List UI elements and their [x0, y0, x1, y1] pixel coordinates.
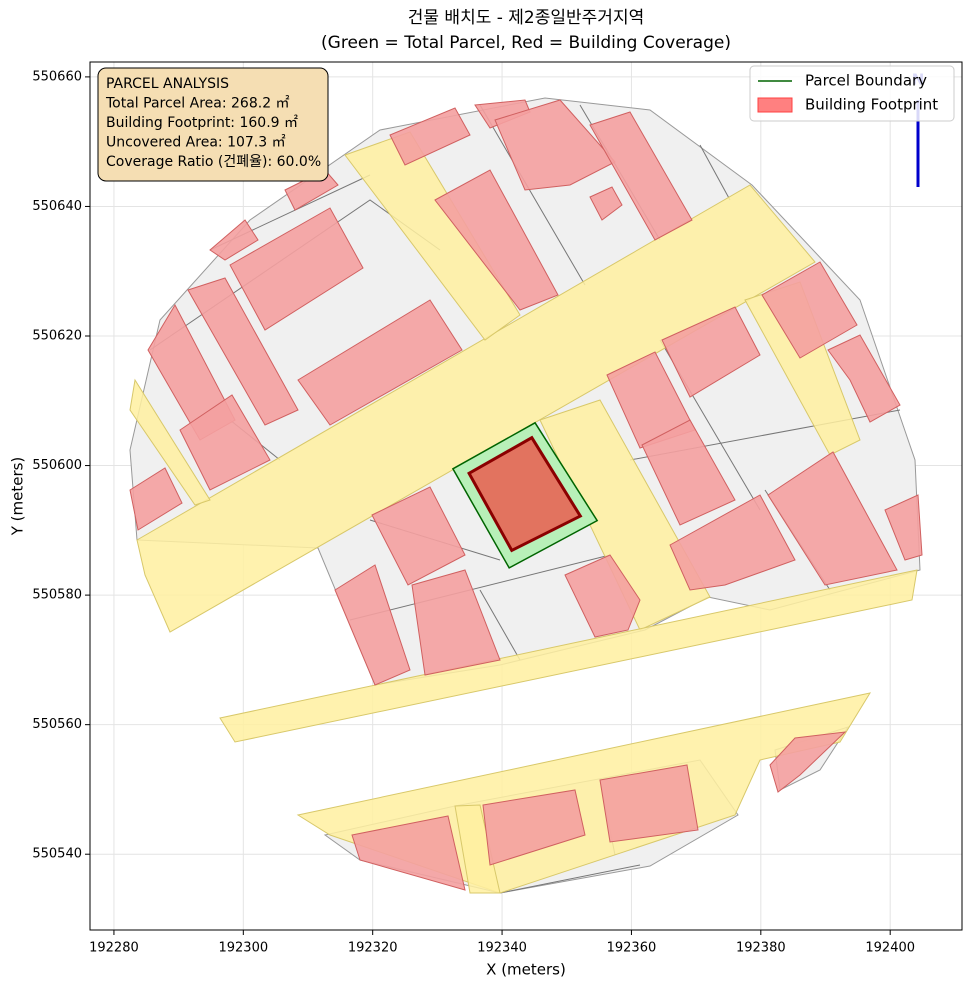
building	[209, 219, 259, 261]
building	[641, 419, 736, 526]
building	[494, 99, 616, 191]
building	[669, 494, 796, 591]
building	[434, 169, 559, 311]
y-tick-label: 550640	[32, 199, 82, 214]
x-tick-label: 192300	[218, 941, 268, 956]
building	[389, 107, 471, 166]
parcel-line	[699, 144, 731, 201]
road	[454, 804, 501, 894]
legend: Parcel Boundary Building Footprint	[749, 65, 955, 122]
chart-title: 건물 배치도 - 제2종일반주거지역	[408, 8, 644, 28]
building	[351, 815, 466, 891]
x-tick-label: 192400	[865, 941, 915, 956]
y-tick-label: 550580	[32, 588, 82, 603]
legend-label: Building Footprint	[805, 96, 938, 114]
y-tick-label: 550660	[32, 69, 82, 84]
building	[371, 486, 466, 586]
x-tick-label: 192320	[348, 941, 398, 956]
building	[482, 789, 586, 866]
parcel-line	[479, 104, 586, 286]
building	[187, 277, 299, 426]
y-tick-label: 550620	[32, 329, 82, 344]
annotation-line: Total Parcel Area: 268.2 ㎡	[105, 96, 290, 112]
parcel-line	[499, 864, 641, 894]
legend-label: Parcel Boundary	[805, 72, 927, 90]
y-tick-label: 550540	[32, 847, 82, 862]
building	[589, 111, 693, 241]
building	[334, 564, 411, 686]
building-polygon	[467, 435, 583, 553]
building	[761, 261, 858, 359]
building	[599, 764, 699, 843]
parcel-line	[479, 589, 521, 661]
annotation-line: Building Footprint: 160.9 ㎡	[106, 115, 298, 131]
building	[767, 451, 898, 586]
building	[769, 731, 847, 793]
annotation-line: PARCEL ANALYSIS	[106, 76, 229, 92]
plot-frame	[89, 61, 963, 931]
road	[344, 131, 521, 341]
x-tick-label: 192360	[607, 941, 657, 956]
annotation-box: PARCEL ANALYSIS Total Parcel Area: 268.2 …	[97, 67, 329, 182]
plot-marks	[451, 421, 599, 569]
y-tick-label: 550600	[32, 458, 82, 473]
building	[297, 299, 463, 426]
road	[129, 378, 211, 506]
x-tick-label: 192380	[736, 941, 786, 956]
x-axis-label: X (meters)	[486, 961, 566, 979]
legend-box	[749, 65, 955, 122]
building	[827, 334, 901, 423]
legend-swatch	[757, 97, 793, 113]
building	[564, 554, 641, 638]
annotation-line: Uncovered Area: 107.3 ㎡	[106, 135, 286, 151]
context-map	[129, 97, 923, 894]
annotation-background	[97, 67, 329, 182]
y-tick-label: 550560	[32, 717, 82, 732]
x-tick-label: 192340	[477, 941, 527, 956]
building	[129, 467, 183, 531]
x-tick-label: 192280	[89, 941, 139, 956]
parcel-line	[349, 554, 611, 621]
building	[229, 207, 364, 331]
annotation-line: Coverage Ratio (건폐율): 60.0%	[106, 154, 321, 170]
building	[884, 494, 923, 561]
building	[589, 186, 623, 221]
y-axis-label: Y (meters)	[9, 457, 27, 537]
building	[661, 306, 761, 398]
building	[179, 394, 271, 491]
building	[411, 569, 501, 676]
road	[219, 569, 918, 743]
chart-subtitle: (Green = Total Parcel, Red = Building Co…	[321, 33, 731, 53]
